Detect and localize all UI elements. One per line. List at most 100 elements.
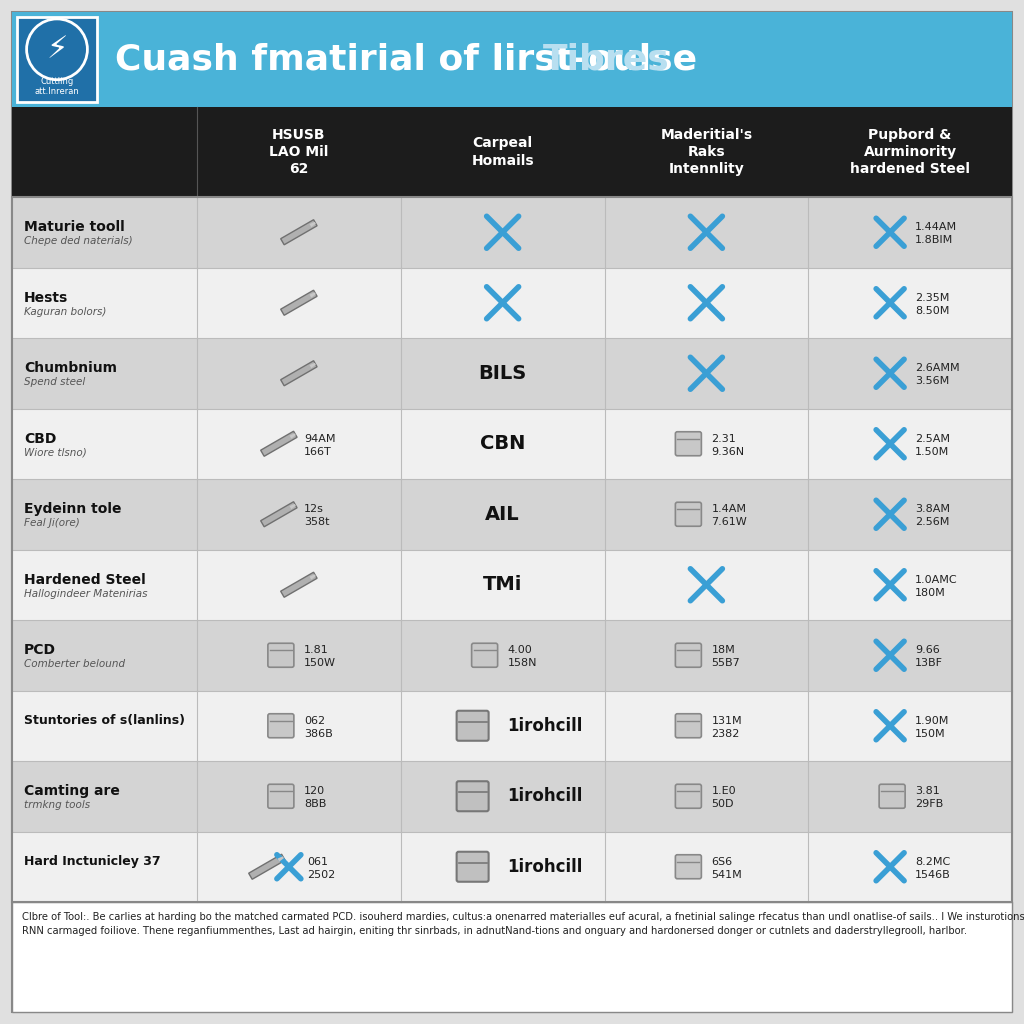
Text: 061: 061: [307, 857, 328, 866]
Text: 158N: 158N: [508, 658, 538, 669]
Text: 1546B: 1546B: [915, 869, 951, 880]
FancyBboxPatch shape: [268, 784, 294, 808]
FancyBboxPatch shape: [12, 197, 1012, 267]
Text: 1.0AMC: 1.0AMC: [915, 574, 957, 585]
Text: Comberter belound: Comberter belound: [24, 659, 125, 670]
Polygon shape: [309, 362, 315, 368]
Text: PCD: PCD: [24, 643, 56, 657]
Text: 120: 120: [304, 786, 325, 797]
Text: 2.35M: 2.35M: [915, 293, 949, 303]
FancyBboxPatch shape: [12, 12, 1012, 106]
FancyBboxPatch shape: [472, 643, 498, 668]
Text: BILS: BILS: [478, 364, 526, 383]
Text: 2502: 2502: [307, 869, 335, 880]
FancyBboxPatch shape: [268, 714, 294, 737]
Text: 1.90M: 1.90M: [915, 716, 949, 726]
Text: 29FB: 29FB: [915, 800, 943, 809]
Text: 1.4AM: 1.4AM: [712, 504, 746, 514]
Text: 6S6: 6S6: [712, 857, 732, 866]
Text: Feal Ji(ore): Feal Ji(ore): [24, 518, 80, 528]
Text: Spend steel: Spend steel: [24, 377, 85, 387]
Text: 50D: 50D: [712, 800, 734, 809]
Text: 3.81: 3.81: [915, 786, 940, 797]
Text: 3.56M: 3.56M: [915, 376, 949, 386]
Text: ⚡: ⚡: [46, 35, 68, 63]
Text: AIL: AIL: [485, 505, 520, 523]
FancyBboxPatch shape: [12, 106, 1012, 197]
FancyBboxPatch shape: [17, 17, 97, 102]
Text: Clbre of Tool:. Be carlies at harding bo the matched carmated PCD. isouherd mard: Clbre of Tool:. Be carlies at harding bo…: [22, 912, 1024, 936]
Text: 4.00: 4.00: [508, 645, 532, 655]
Text: 131M: 131M: [712, 716, 742, 726]
Polygon shape: [281, 220, 317, 245]
Text: Cuttling
att.Inreran: Cuttling att.Inreran: [35, 77, 80, 96]
Text: 13BF: 13BF: [915, 658, 943, 669]
FancyBboxPatch shape: [12, 267, 1012, 338]
FancyBboxPatch shape: [12, 550, 1012, 620]
Text: Pupbord &
Aurminority
hardened Steel: Pupbord & Aurminority hardened Steel: [850, 128, 970, 176]
FancyBboxPatch shape: [12, 409, 1012, 479]
Text: 2382: 2382: [712, 729, 739, 738]
FancyBboxPatch shape: [676, 855, 701, 879]
Text: Carpeal
Homails: Carpeal Homails: [471, 136, 534, 168]
Text: HSUSB
LAO Mil
62: HSUSB LAO Mil 62: [269, 128, 329, 176]
Text: 2.56M: 2.56M: [915, 517, 949, 527]
Text: Maderitial's
Raks
Intennlity: Maderitial's Raks Intennlity: [660, 128, 753, 176]
Text: Hests: Hests: [24, 291, 69, 305]
FancyBboxPatch shape: [12, 761, 1012, 831]
Text: 062: 062: [304, 716, 325, 726]
FancyBboxPatch shape: [457, 781, 488, 811]
FancyBboxPatch shape: [12, 12, 1012, 1012]
FancyBboxPatch shape: [12, 620, 1012, 690]
Polygon shape: [309, 222, 315, 227]
Text: 8.50M: 8.50M: [915, 306, 949, 315]
Text: 1.81: 1.81: [304, 645, 329, 655]
FancyBboxPatch shape: [12, 831, 1012, 902]
Text: 55B7: 55B7: [712, 658, 740, 669]
FancyBboxPatch shape: [880, 784, 905, 808]
Text: 9.36N: 9.36N: [712, 446, 744, 457]
Text: Hardened Steel: Hardened Steel: [24, 572, 145, 587]
Text: 7.61W: 7.61W: [712, 517, 748, 527]
Text: TMi: TMi: [483, 575, 522, 594]
FancyBboxPatch shape: [676, 432, 701, 456]
FancyBboxPatch shape: [676, 714, 701, 737]
FancyBboxPatch shape: [676, 784, 701, 808]
Text: 1irohcill: 1irohcill: [508, 717, 583, 735]
Text: Wiore tlsno): Wiore tlsno): [24, 447, 87, 458]
Text: 12s: 12s: [304, 504, 324, 514]
Text: 18M: 18M: [712, 645, 735, 655]
Text: 8BB: 8BB: [304, 800, 327, 809]
FancyBboxPatch shape: [457, 711, 488, 740]
Text: trmkng tools: trmkng tools: [24, 800, 90, 810]
Text: 150W: 150W: [304, 658, 336, 669]
Text: 3.8AM: 3.8AM: [915, 504, 950, 514]
Polygon shape: [261, 431, 297, 457]
Text: Hallogindeer Matenirias: Hallogindeer Matenirias: [24, 589, 147, 599]
Text: Chumbnium: Chumbnium: [24, 361, 117, 375]
Polygon shape: [278, 856, 284, 861]
FancyBboxPatch shape: [676, 502, 701, 526]
Polygon shape: [261, 502, 297, 526]
Polygon shape: [309, 574, 315, 580]
Text: 1.E0: 1.E0: [712, 786, 736, 797]
Text: 2.6AMM: 2.6AMM: [915, 364, 959, 374]
Polygon shape: [290, 504, 296, 509]
Polygon shape: [281, 572, 317, 597]
FancyBboxPatch shape: [12, 338, 1012, 409]
Text: Hard Inctunicley 37: Hard Inctunicley 37: [24, 855, 161, 868]
Text: CBN: CBN: [480, 434, 525, 454]
Text: Maturie tooll: Maturie tooll: [24, 220, 125, 234]
Polygon shape: [309, 292, 315, 298]
FancyBboxPatch shape: [12, 479, 1012, 550]
Text: 150M: 150M: [915, 729, 946, 738]
Text: Tibres: Tibres: [543, 43, 670, 77]
Polygon shape: [290, 433, 296, 438]
Text: 1.44AM: 1.44AM: [915, 222, 957, 232]
Text: 1irohcill: 1irohcill: [508, 787, 583, 805]
Text: 9.66: 9.66: [915, 645, 940, 655]
FancyBboxPatch shape: [12, 690, 1012, 761]
Text: 358t: 358t: [304, 517, 330, 527]
Text: 180M: 180M: [915, 588, 946, 598]
Text: 1.50M: 1.50M: [915, 446, 949, 457]
